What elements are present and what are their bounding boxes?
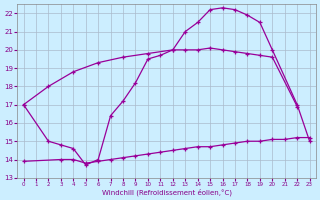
X-axis label: Windchill (Refroidissement éolien,°C): Windchill (Refroidissement éolien,°C) — [101, 188, 232, 196]
